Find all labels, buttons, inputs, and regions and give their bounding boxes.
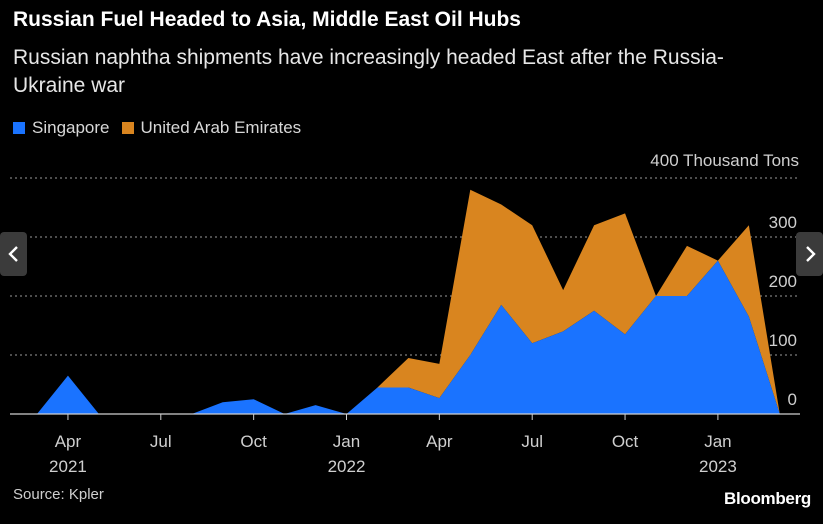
x-tick-label: Oct [612, 432, 639, 451]
y-tick-label: 300 [769, 213, 797, 232]
x-tick-year-label: 2023 [699, 457, 737, 476]
next-chart-button[interactable] [796, 232, 823, 276]
y-tick-label: 0 [788, 390, 797, 409]
x-tick-label: Apr [55, 432, 82, 451]
chart-subtitle: Russian naphtha shipments have increasin… [13, 46, 724, 97]
chevron-left-icon [7, 246, 18, 262]
chart-title: Russian Fuel Headed to Asia, Middle East… [13, 8, 521, 31]
y-tick-label: 200 [769, 272, 797, 291]
x-tick-label: Jan [704, 432, 731, 451]
legend-label-uae: United Arab Emirates [140, 118, 302, 137]
legend-label-singapore: Singapore [32, 118, 110, 137]
legend-swatch-uae [121, 122, 134, 134]
legend-item-uae: United Arab Emirates [121, 118, 302, 138]
legend-item-singapore: Singapore [13, 118, 110, 138]
x-tick-label: Oct [240, 432, 267, 451]
x-tick-label: Apr [426, 432, 453, 451]
x-tick-label: Jan [333, 432, 360, 451]
x-tick-label: Jul [521, 432, 543, 451]
y-tick-label: 100 [769, 331, 797, 350]
area-united-arab-emirates [37, 189, 780, 414]
legend-swatch-singapore [13, 122, 25, 134]
area-singapore [37, 260, 780, 414]
x-tick-year-label: 2022 [328, 457, 366, 476]
y-unit-label: 400 Thousand Tons [650, 151, 799, 170]
source-note: Source: Kpler [13, 486, 104, 503]
bloomberg-logo: Bloomberg [723, 489, 811, 508]
chevron-right-icon [805, 246, 816, 262]
x-tick-label: Jul [150, 432, 172, 451]
previous-chart-button[interactable] [0, 232, 27, 276]
x-tick-year-label: 2021 [49, 457, 87, 476]
chart-legend: Singapore United Arab Emirates [13, 118, 313, 138]
